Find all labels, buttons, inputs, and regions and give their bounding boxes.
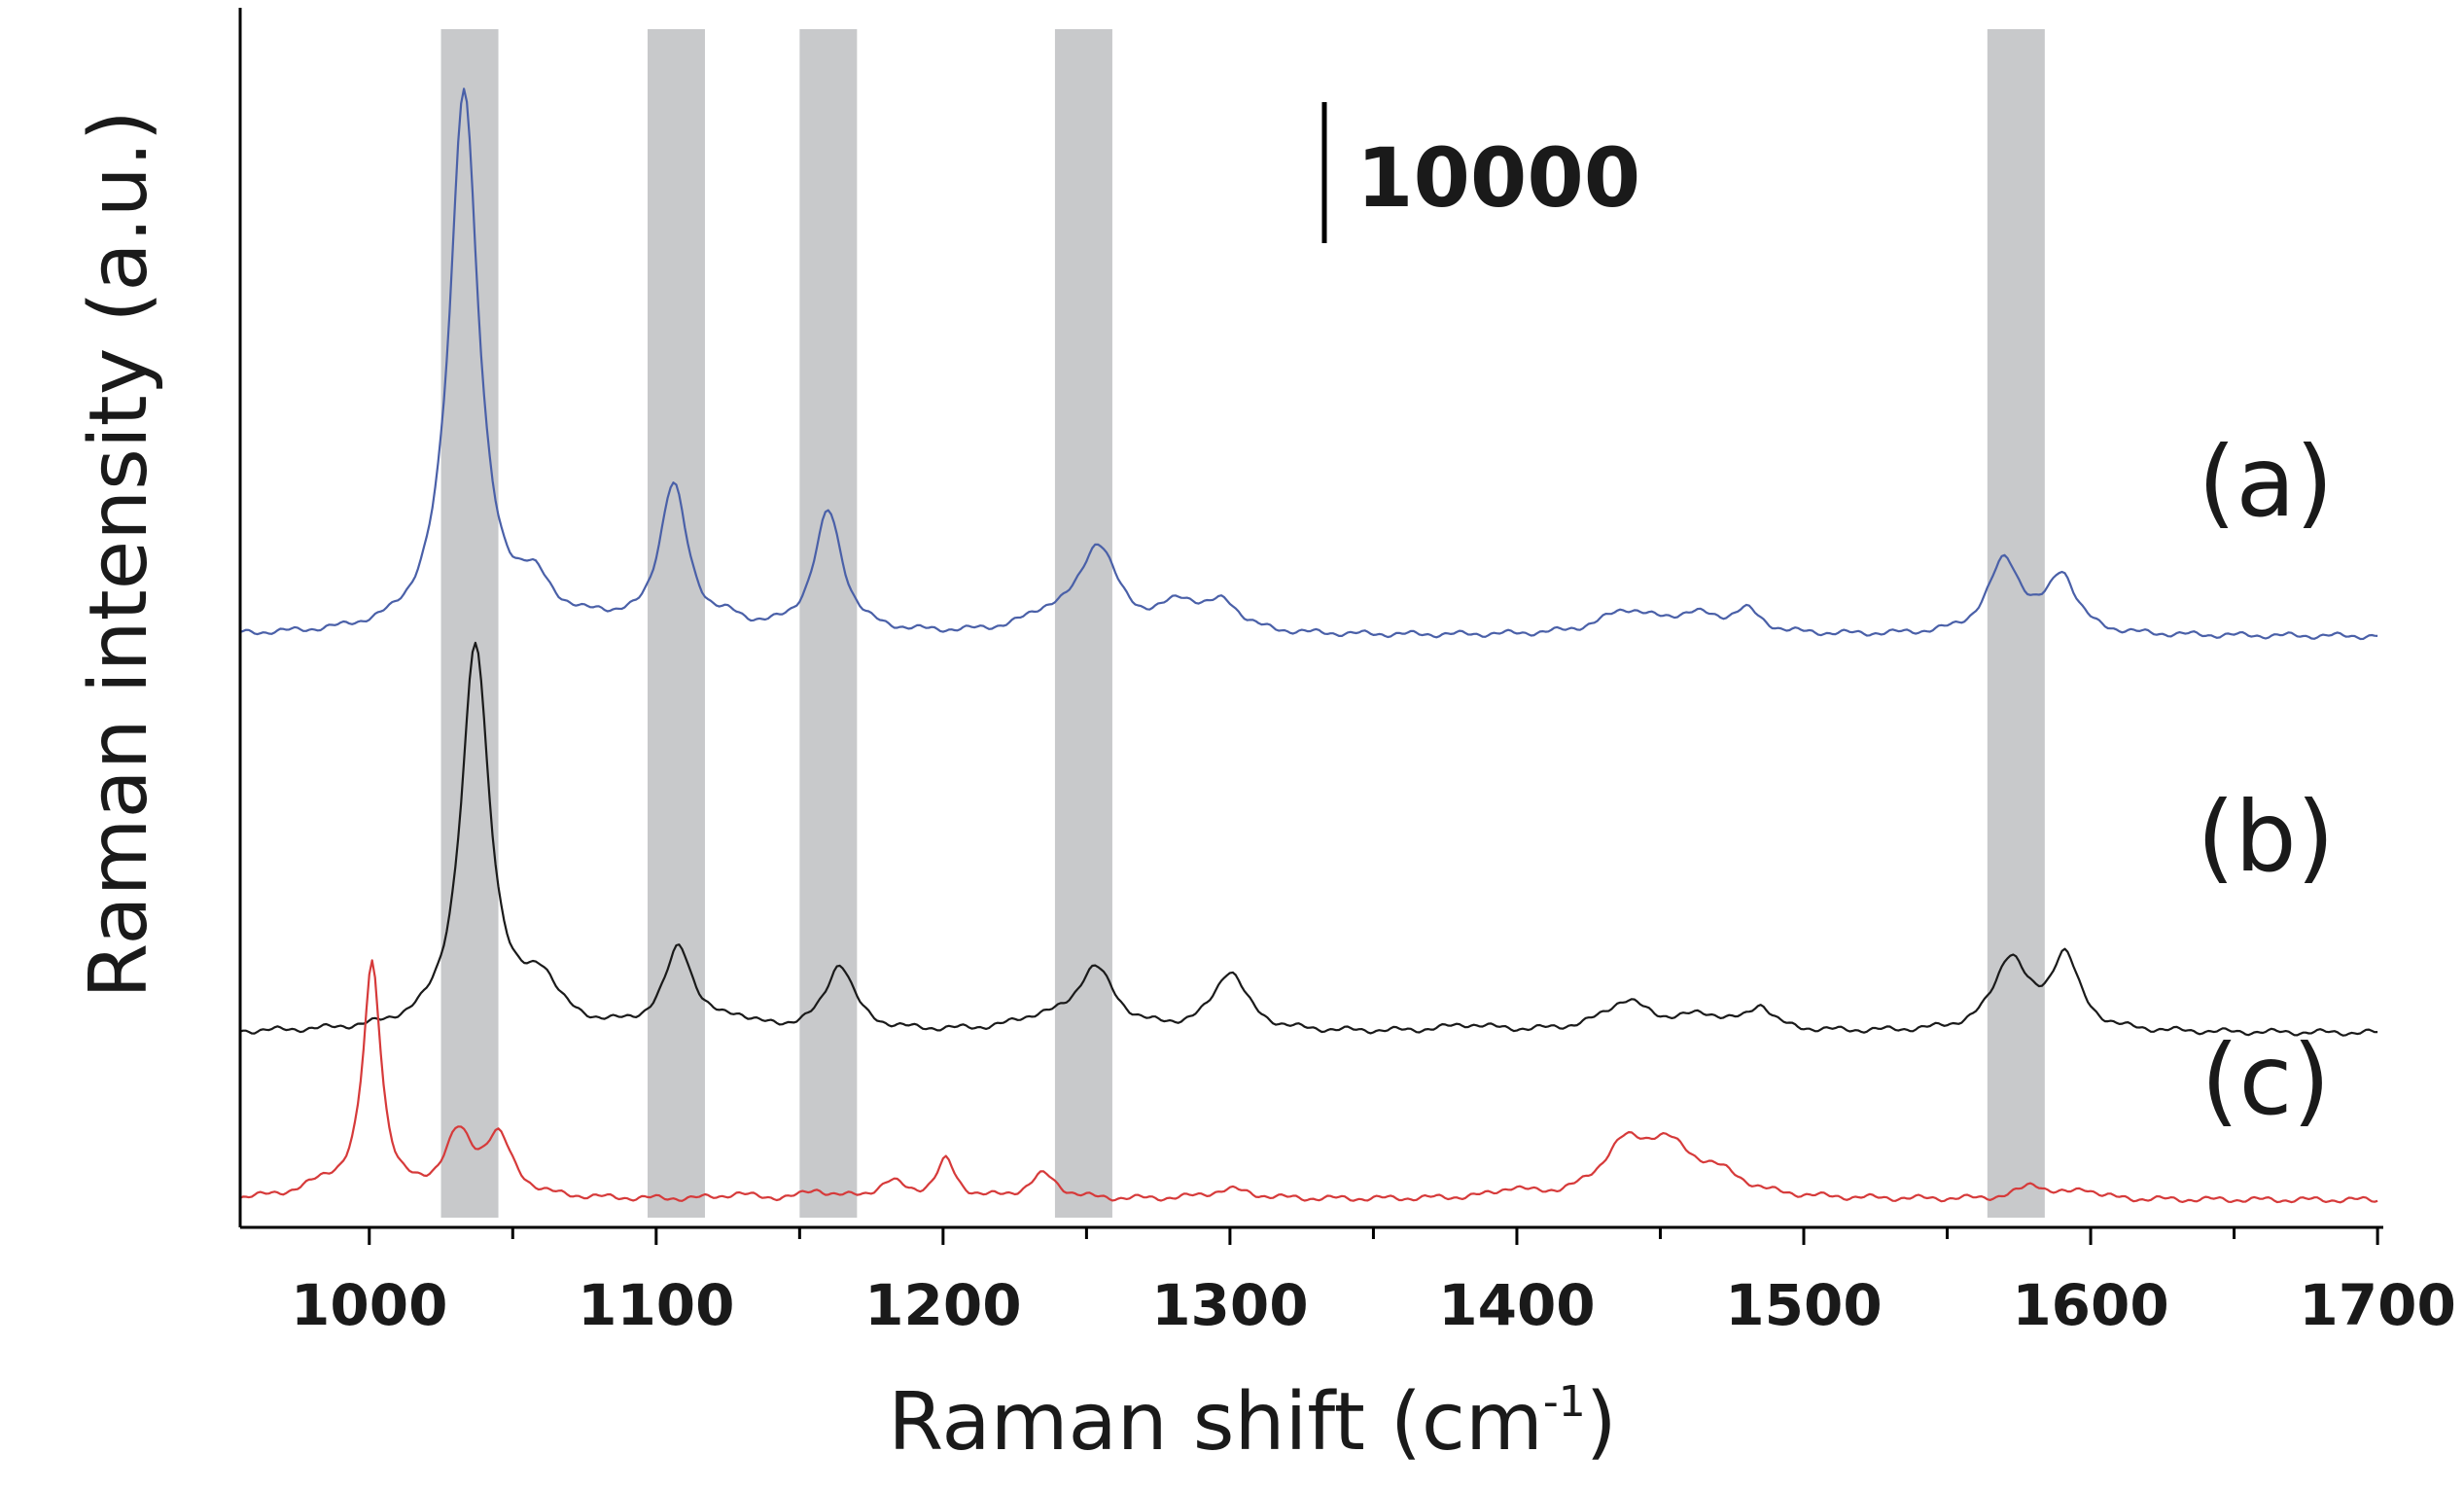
x-tick-label: 1000 (291, 1272, 447, 1338)
highlight-band (1054, 29, 1112, 1218)
highlight-band (440, 29, 499, 1218)
x-axis-title-main: Raman shift (cm (888, 1376, 1543, 1469)
x-axis-title-superscript: -1 (1543, 1377, 1586, 1427)
highlight-band (1987, 29, 2045, 1218)
highlight-band (647, 29, 705, 1218)
spectrum-line-a (239, 88, 2378, 641)
x-tick-label: 1500 (1725, 1272, 1882, 1338)
series-label: (b) (2197, 780, 2335, 894)
spectrum-traces (239, 88, 2378, 1204)
spectrum-line-b (239, 641, 2378, 1037)
series-labels: (a) (b) (c) (2197, 425, 2335, 1137)
highlight-bands (440, 29, 2045, 1218)
highlight-band (799, 29, 858, 1218)
series-label: (a) (2198, 425, 2333, 539)
spectrum-line-c (239, 959, 2378, 1204)
series-label: (c) (2200, 1023, 2330, 1137)
x-tick-label: 1300 (1151, 1272, 1308, 1338)
x-axis-title: Raman shift (cm-1) (888, 1376, 1617, 1469)
x-tick-label: 1600 (2012, 1272, 2168, 1338)
y-axis-title: Raman intensity (a.u.) (73, 110, 165, 999)
scale-bar-label: 10000 (1356, 130, 1640, 226)
x-tick-label: 1400 (1438, 1272, 1595, 1338)
x-tick-label: 1200 (864, 1272, 1021, 1338)
x-tick-label: 1700 (2299, 1272, 2455, 1338)
x-tick-label: 1100 (578, 1272, 734, 1338)
x-axis-ticks: 1000 1100 1200 1300 1400 1500 1600 1700 (291, 1227, 2456, 1338)
x-axis-title-close: ) (1586, 1376, 1617, 1469)
